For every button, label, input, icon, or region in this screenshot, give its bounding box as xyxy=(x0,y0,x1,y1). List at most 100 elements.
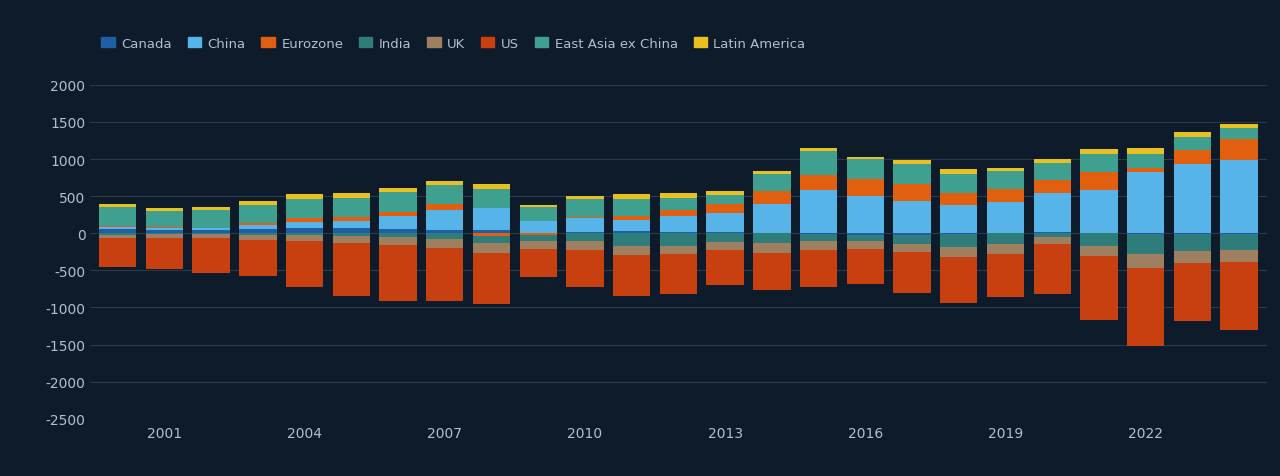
Bar xyxy=(1080,247,1117,257)
Bar xyxy=(753,175,791,191)
Bar xyxy=(659,232,698,234)
Bar xyxy=(566,218,604,219)
Bar xyxy=(379,193,417,213)
Bar xyxy=(192,235,230,238)
Bar xyxy=(1126,173,1165,234)
Bar xyxy=(146,209,183,211)
Bar xyxy=(1033,163,1071,180)
Bar xyxy=(1126,169,1165,173)
Bar xyxy=(659,198,698,211)
Bar xyxy=(753,191,791,205)
Bar xyxy=(1033,160,1071,163)
Bar xyxy=(379,245,417,301)
Bar xyxy=(520,233,557,234)
Bar xyxy=(379,234,417,238)
Bar xyxy=(1174,264,1211,321)
Bar xyxy=(846,160,884,180)
Bar xyxy=(893,234,931,235)
Bar xyxy=(472,253,511,305)
Bar xyxy=(333,218,370,221)
Bar xyxy=(659,247,698,255)
Bar xyxy=(192,238,230,274)
Bar xyxy=(333,193,370,198)
Bar xyxy=(1174,164,1211,234)
Bar xyxy=(566,200,604,218)
Bar xyxy=(566,234,604,241)
Bar xyxy=(893,164,931,184)
Bar xyxy=(987,255,1024,298)
Bar xyxy=(1080,173,1117,191)
Bar xyxy=(753,234,791,243)
Bar xyxy=(192,231,230,234)
Bar xyxy=(1033,238,1071,244)
Bar xyxy=(707,214,744,232)
Bar xyxy=(239,223,276,226)
Bar xyxy=(1174,133,1211,138)
Bar xyxy=(1033,194,1071,232)
Bar xyxy=(472,237,511,243)
Bar xyxy=(1220,250,1258,262)
Bar xyxy=(800,191,837,234)
Bar xyxy=(707,232,744,234)
Bar xyxy=(1080,257,1117,320)
Bar xyxy=(940,235,978,248)
Bar xyxy=(1033,232,1071,234)
Bar xyxy=(1174,151,1211,164)
Bar xyxy=(800,151,837,176)
Bar xyxy=(846,236,884,241)
Bar xyxy=(566,232,604,234)
Bar xyxy=(613,247,650,255)
Bar xyxy=(192,208,230,211)
Bar xyxy=(987,189,1024,203)
Bar xyxy=(285,223,324,228)
Bar xyxy=(753,233,791,234)
Bar xyxy=(800,148,837,151)
Bar xyxy=(846,158,884,160)
Bar xyxy=(659,217,698,232)
Bar xyxy=(520,234,557,235)
Bar xyxy=(1080,191,1117,233)
Bar xyxy=(800,234,837,235)
Bar xyxy=(426,211,463,230)
Bar xyxy=(520,241,557,249)
Bar xyxy=(893,161,931,164)
Bar xyxy=(940,170,978,175)
Bar xyxy=(613,195,650,200)
Bar xyxy=(333,243,370,297)
Bar xyxy=(426,234,463,239)
Bar xyxy=(146,228,183,230)
Bar xyxy=(1080,155,1117,173)
Bar xyxy=(285,228,324,234)
Bar xyxy=(566,197,604,200)
Bar xyxy=(800,250,837,287)
Bar xyxy=(379,229,417,234)
Bar xyxy=(707,195,744,205)
Bar xyxy=(146,230,183,234)
Bar xyxy=(659,194,698,198)
Bar xyxy=(893,252,931,293)
Bar xyxy=(99,239,137,267)
Bar xyxy=(146,238,183,270)
Bar xyxy=(659,234,698,247)
Bar xyxy=(707,234,744,243)
Bar xyxy=(707,250,744,286)
Bar xyxy=(893,235,931,244)
Bar xyxy=(1220,262,1258,330)
Bar xyxy=(333,198,370,218)
Bar xyxy=(379,238,417,245)
Bar xyxy=(239,240,276,277)
Bar xyxy=(940,175,978,194)
Bar xyxy=(613,200,650,217)
Bar xyxy=(1033,234,1071,238)
Bar xyxy=(940,194,978,206)
Bar xyxy=(1126,268,1165,347)
Bar xyxy=(846,241,884,249)
Bar xyxy=(520,208,557,222)
Bar xyxy=(987,234,1024,245)
Bar xyxy=(520,235,557,241)
Bar xyxy=(472,243,511,253)
Bar xyxy=(1126,149,1165,155)
Bar xyxy=(472,208,511,230)
Bar xyxy=(753,243,791,253)
Bar xyxy=(146,235,183,238)
